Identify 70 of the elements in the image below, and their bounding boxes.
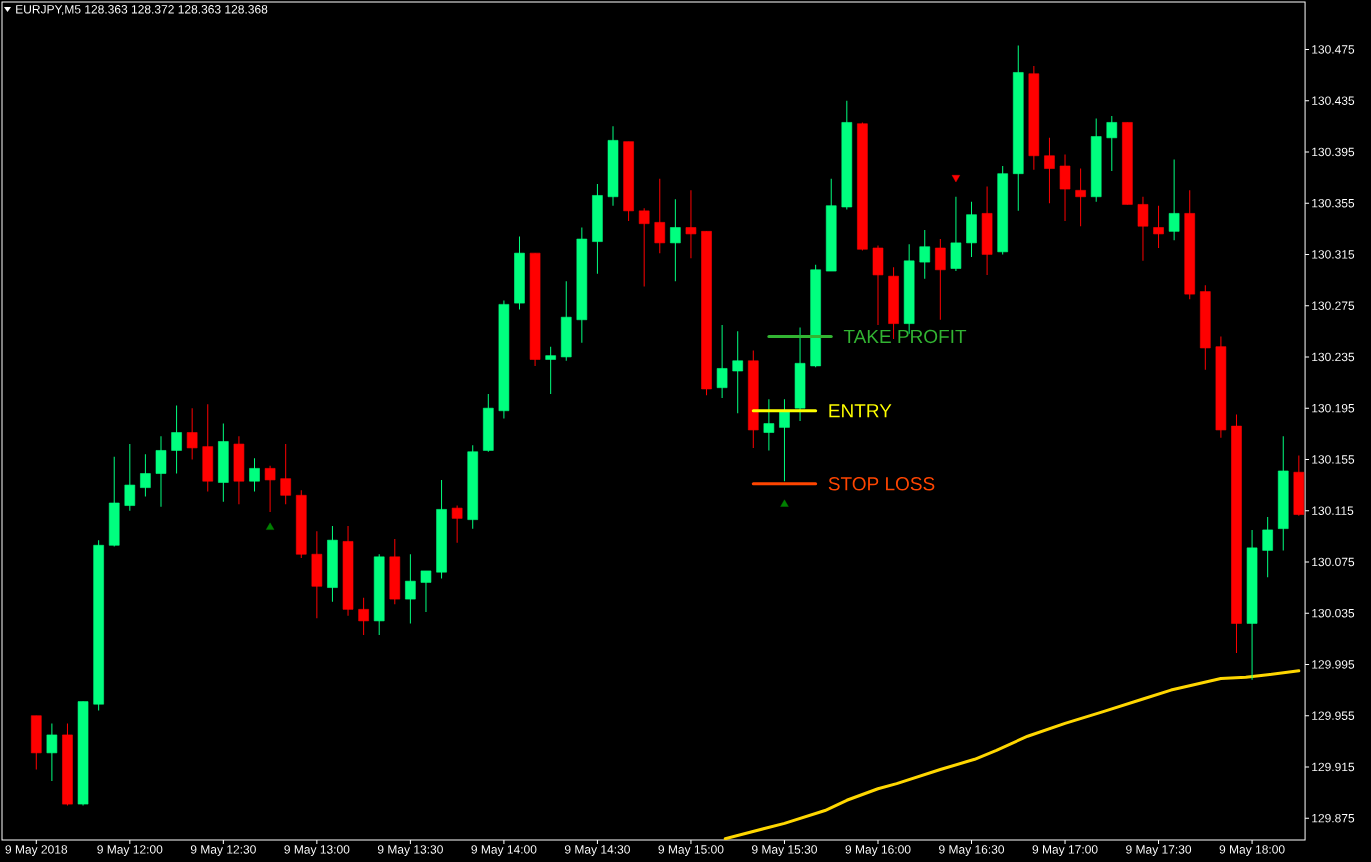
candlestick: [732, 330, 743, 414]
candlestick: [405, 553, 416, 624]
y-tick-label: 130.435: [1312, 96, 1355, 105]
x-tick-label: 9 May 17:30: [1126, 845, 1192, 857]
candlestick: [1075, 168, 1086, 227]
candlestick: [358, 597, 369, 636]
candlestick: [140, 453, 151, 498]
candlestick: [685, 189, 697, 259]
point: [780, 499, 789, 507]
candlestick: [420, 570, 432, 613]
candlestick: [919, 229, 931, 280]
candlestick: [1262, 516, 1273, 578]
candlestick: [1168, 159, 1180, 241]
x-tick-label: 9 May 16:30: [939, 845, 1005, 857]
x-tick-label: 9 May 16:00: [845, 845, 911, 857]
candlestick: [779, 398, 790, 482]
y-tick-label: 130.195: [1312, 403, 1355, 413]
candlestick: [654, 178, 666, 254]
y-tick-label: 130.035: [1312, 608, 1355, 618]
candlestick: [638, 207, 650, 287]
series-label: ENTRY: [829, 404, 892, 418]
candlestick: [186, 407, 198, 460]
x-tick-label: 9 May 12:00: [97, 845, 163, 857]
candlestick: [264, 465, 276, 513]
candlestick: [1059, 153, 1071, 222]
line-series: [723, 669, 1301, 840]
y-tick-label: 130.155: [1312, 455, 1355, 464]
y-tick-label: 130.475: [1312, 45, 1355, 54]
x-tick-label: 9 May 15:00: [658, 845, 724, 857]
candlestick: [124, 443, 136, 512]
y-tick-label: 129.875: [1312, 813, 1355, 823]
x-tick-label: 9 May 2018: [5, 845, 68, 857]
y-tick-label: 130.235: [1312, 352, 1355, 362]
x-tick-label: 9 May 13:00: [284, 845, 350, 857]
point: [266, 522, 275, 530]
candlestick: [670, 198, 681, 282]
point: [951, 175, 961, 183]
y-tick-label: 129.955: [1312, 711, 1355, 720]
series-label: TAKE PROFIT: [843, 329, 967, 344]
candlestick: [763, 398, 775, 451]
x-tick-label: 9 May 18:00: [1219, 845, 1285, 857]
series-label: STOP LOSS: [828, 477, 935, 491]
x-tick-label: 9 May 12:30: [190, 845, 256, 857]
y-tick-label: 130.115: [1312, 506, 1354, 515]
x-tick-label: 9 May 15:30: [752, 845, 817, 857]
x-tick-label: 9 May 13:30: [377, 845, 443, 857]
candlestick: [1106, 115, 1118, 172]
candlestick: [155, 435, 167, 508]
chart-title: EURJPY,M5 128.363 128.372 128.363 128.368: [16, 5, 268, 15]
candlestick: [280, 443, 291, 505]
x-tick-label: 9 May 14:00: [471, 845, 537, 857]
candlestick: [46, 722, 58, 782]
y-tick-label: 129.915: [1312, 762, 1355, 772]
y-tick-label: 130.355: [1312, 198, 1355, 208]
candlestick: [451, 505, 463, 544]
candlestick: [935, 238, 946, 321]
candlestick: [1153, 205, 1164, 249]
y-tick-label: 130.075: [1312, 557, 1355, 567]
candlestick: [171, 405, 182, 475]
candlestick: [545, 346, 556, 395]
candlestick: [716, 324, 728, 399]
candlestick: [1137, 196, 1149, 262]
y-tick-label: 129.995: [1312, 660, 1355, 669]
candlestick: [249, 457, 260, 492]
y-tick-label: 130.315: [1312, 250, 1355, 259]
y-tick-label: 130.395: [1312, 147, 1355, 157]
y-tick-label: 130.275: [1312, 301, 1355, 310]
x-tick-label: 9 May 14:30: [564, 845, 630, 857]
x-tick-label: 9 May 17:00: [1032, 845, 1098, 857]
candlestick: [1044, 137, 1055, 204]
